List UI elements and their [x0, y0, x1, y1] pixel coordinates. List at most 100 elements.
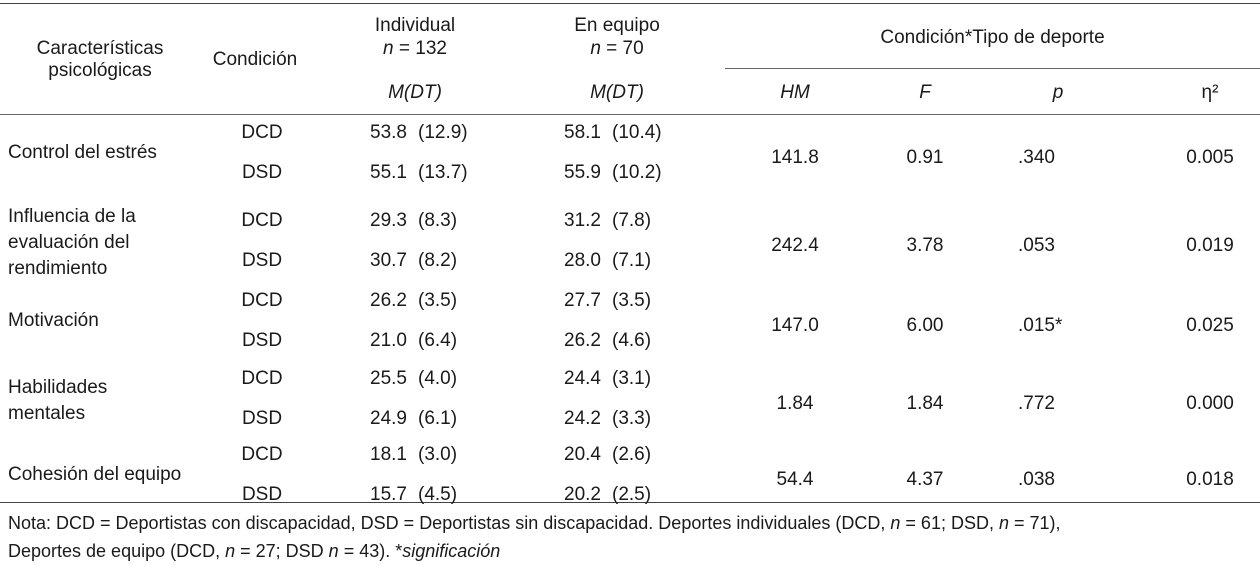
individual-dcd-mean: 26.2	[370, 290, 407, 311]
team-dcd-sd: (10.4)	[612, 122, 662, 143]
individual-dcd-sd: (12.9)	[418, 122, 468, 143]
note-line1-a: Nota: DCD = Deportistas con discapacidad…	[8, 513, 891, 533]
individual-dsd-mean: 21.0	[370, 330, 407, 351]
team-dcd-sd: (3.5)	[612, 290, 652, 311]
interaction-subrule	[725, 68, 1260, 69]
row-label-line: Influencia de la	[8, 206, 136, 227]
header-characteristics-line1: Características	[36, 38, 164, 59]
row-label-line: Habilidades	[8, 377, 108, 398]
header-team-n-value: = 70	[606, 38, 644, 59]
team-dsd-mean: 20.2	[564, 484, 601, 505]
stat-eta-squared: 0.018	[1186, 469, 1234, 490]
individual-dcd-mean: 29.3	[370, 210, 407, 231]
top-rule	[0, 3, 1260, 4]
header-hm: HM	[780, 82, 810, 103]
condition-dsd: DSD	[241, 484, 283, 505]
note-line1-c: = 71),	[1008, 513, 1061, 533]
header-individual-n-symbol: n	[383, 38, 394, 59]
row-label: Cohesión del equipo	[8, 462, 181, 488]
header-team-n-symbol: n	[590, 38, 601, 59]
row-label-line: Control del estrés	[8, 142, 157, 163]
team-dcd-mean: 24.4	[564, 368, 601, 389]
table-note: Nota: DCD = Deportistas con discapacidad…	[8, 509, 1061, 565]
header-team: En equipo n = 70	[542, 14, 692, 60]
header-bottom-rule	[0, 114, 1260, 115]
stat-p: .772	[1018, 393, 1055, 414]
header-f: F	[919, 82, 931, 103]
stat-f: 4.37	[906, 469, 944, 490]
row-label: Control del estrés	[8, 140, 157, 166]
note-n-symbol-2: n	[998, 513, 1009, 533]
table-bottom-rule	[0, 502, 1260, 503]
individual-dcd-mean: 25.5	[370, 368, 407, 389]
header-individual: Individual n = 132	[340, 14, 490, 60]
team-dsd-mean: 55.9	[564, 162, 601, 183]
condition-dcd: DCD	[241, 210, 283, 231]
individual-dcd-sd: (8.3)	[418, 210, 458, 231]
stat-p: .038	[1018, 469, 1055, 490]
header-interaction: Condición*Tipo de deporte	[880, 27, 1105, 48]
team-dcd-sd: (7.8)	[612, 210, 652, 231]
note-line2-c: = 43). *	[338, 541, 403, 561]
team-dsd-sd: (7.1)	[612, 250, 652, 271]
team-dsd-mean: 26.2	[564, 330, 601, 351]
individual-dcd-mean: 53.8	[370, 122, 407, 143]
header-individual-mdt: M(DT)	[388, 82, 442, 103]
row-label-line: evaluación del	[8, 232, 130, 253]
individual-dsd-sd: (4.5)	[418, 484, 458, 505]
stat-eta-squared: 0.005	[1186, 147, 1234, 168]
stat-hm: 1.84	[776, 393, 814, 414]
stat-hm: 242.4	[771, 235, 819, 256]
note-n-symbol-4: n	[328, 541, 339, 561]
condition-dcd: DCD	[241, 122, 283, 143]
team-dsd-sd: (2.5)	[612, 484, 652, 505]
stat-hm: 54.4	[776, 469, 814, 490]
stat-eta-squared: 0.025	[1186, 315, 1234, 336]
individual-dcd-mean: 18.1	[370, 444, 407, 465]
row-label-line: Motivación	[8, 310, 99, 331]
condition-dsd: DSD	[241, 250, 283, 271]
team-dsd-mean: 28.0	[564, 250, 601, 271]
header-characteristics: Características psicológicas	[0, 38, 200, 82]
header-p: p	[1052, 82, 1064, 103]
condition-dcd: DCD	[241, 368, 283, 389]
header-team-mdt: M(DT)	[590, 82, 644, 103]
header-eta-squared: η²	[1201, 82, 1219, 103]
individual-dsd-mean: 24.9	[370, 408, 407, 429]
condition-dsd: DSD	[241, 408, 283, 429]
team-dcd-mean: 27.7	[564, 290, 601, 311]
row-label-line: rendimiento	[8, 258, 108, 279]
stat-eta-squared: 0.019	[1186, 235, 1234, 256]
team-dsd-sd: (4.6)	[612, 330, 652, 351]
note-significance: significación	[402, 541, 501, 561]
individual-dcd-sd: (3.5)	[418, 290, 458, 311]
individual-dsd-sd: (6.4)	[418, 330, 458, 351]
individual-dsd-mean: 30.7	[370, 250, 407, 271]
stat-f: 6.00	[906, 315, 944, 336]
stat-eta-squared: 0.000	[1186, 393, 1234, 414]
individual-dsd-sd: (13.7)	[418, 162, 468, 183]
header-team-label: En equipo	[574, 15, 660, 36]
condition-dsd: DSD	[241, 330, 283, 351]
stat-hm: 147.0	[771, 315, 819, 336]
header-characteristics-line2: psicológicas	[48, 60, 152, 81]
header-individual-label: Individual	[374, 15, 456, 36]
header-condition: Condición	[212, 49, 298, 70]
header-individual-n-value: = 132	[398, 38, 447, 59]
condition-dcd: DCD	[241, 290, 283, 311]
row-label: Habilidades mentales	[8, 375, 107, 427]
note-n-symbol-1: n	[890, 513, 901, 533]
individual-dsd-sd: (6.1)	[418, 408, 458, 429]
team-dcd-mean: 31.2	[564, 210, 601, 231]
row-label: Motivación	[8, 308, 99, 334]
team-dsd-mean: 24.2	[564, 408, 601, 429]
stat-f: 1.84	[906, 393, 944, 414]
individual-dsd-mean: 15.7	[370, 484, 407, 505]
row-label: Influencia de la evaluación del rendimient…	[8, 204, 136, 282]
row-label-line: Cohesión del equipo	[8, 464, 182, 485]
individual-dsd-mean: 55.1	[370, 162, 407, 183]
condition-dsd: DSD	[241, 162, 283, 183]
team-dcd-mean: 20.4	[564, 444, 601, 465]
stat-f: 3.78	[906, 235, 944, 256]
stat-p: .340	[1018, 147, 1055, 168]
